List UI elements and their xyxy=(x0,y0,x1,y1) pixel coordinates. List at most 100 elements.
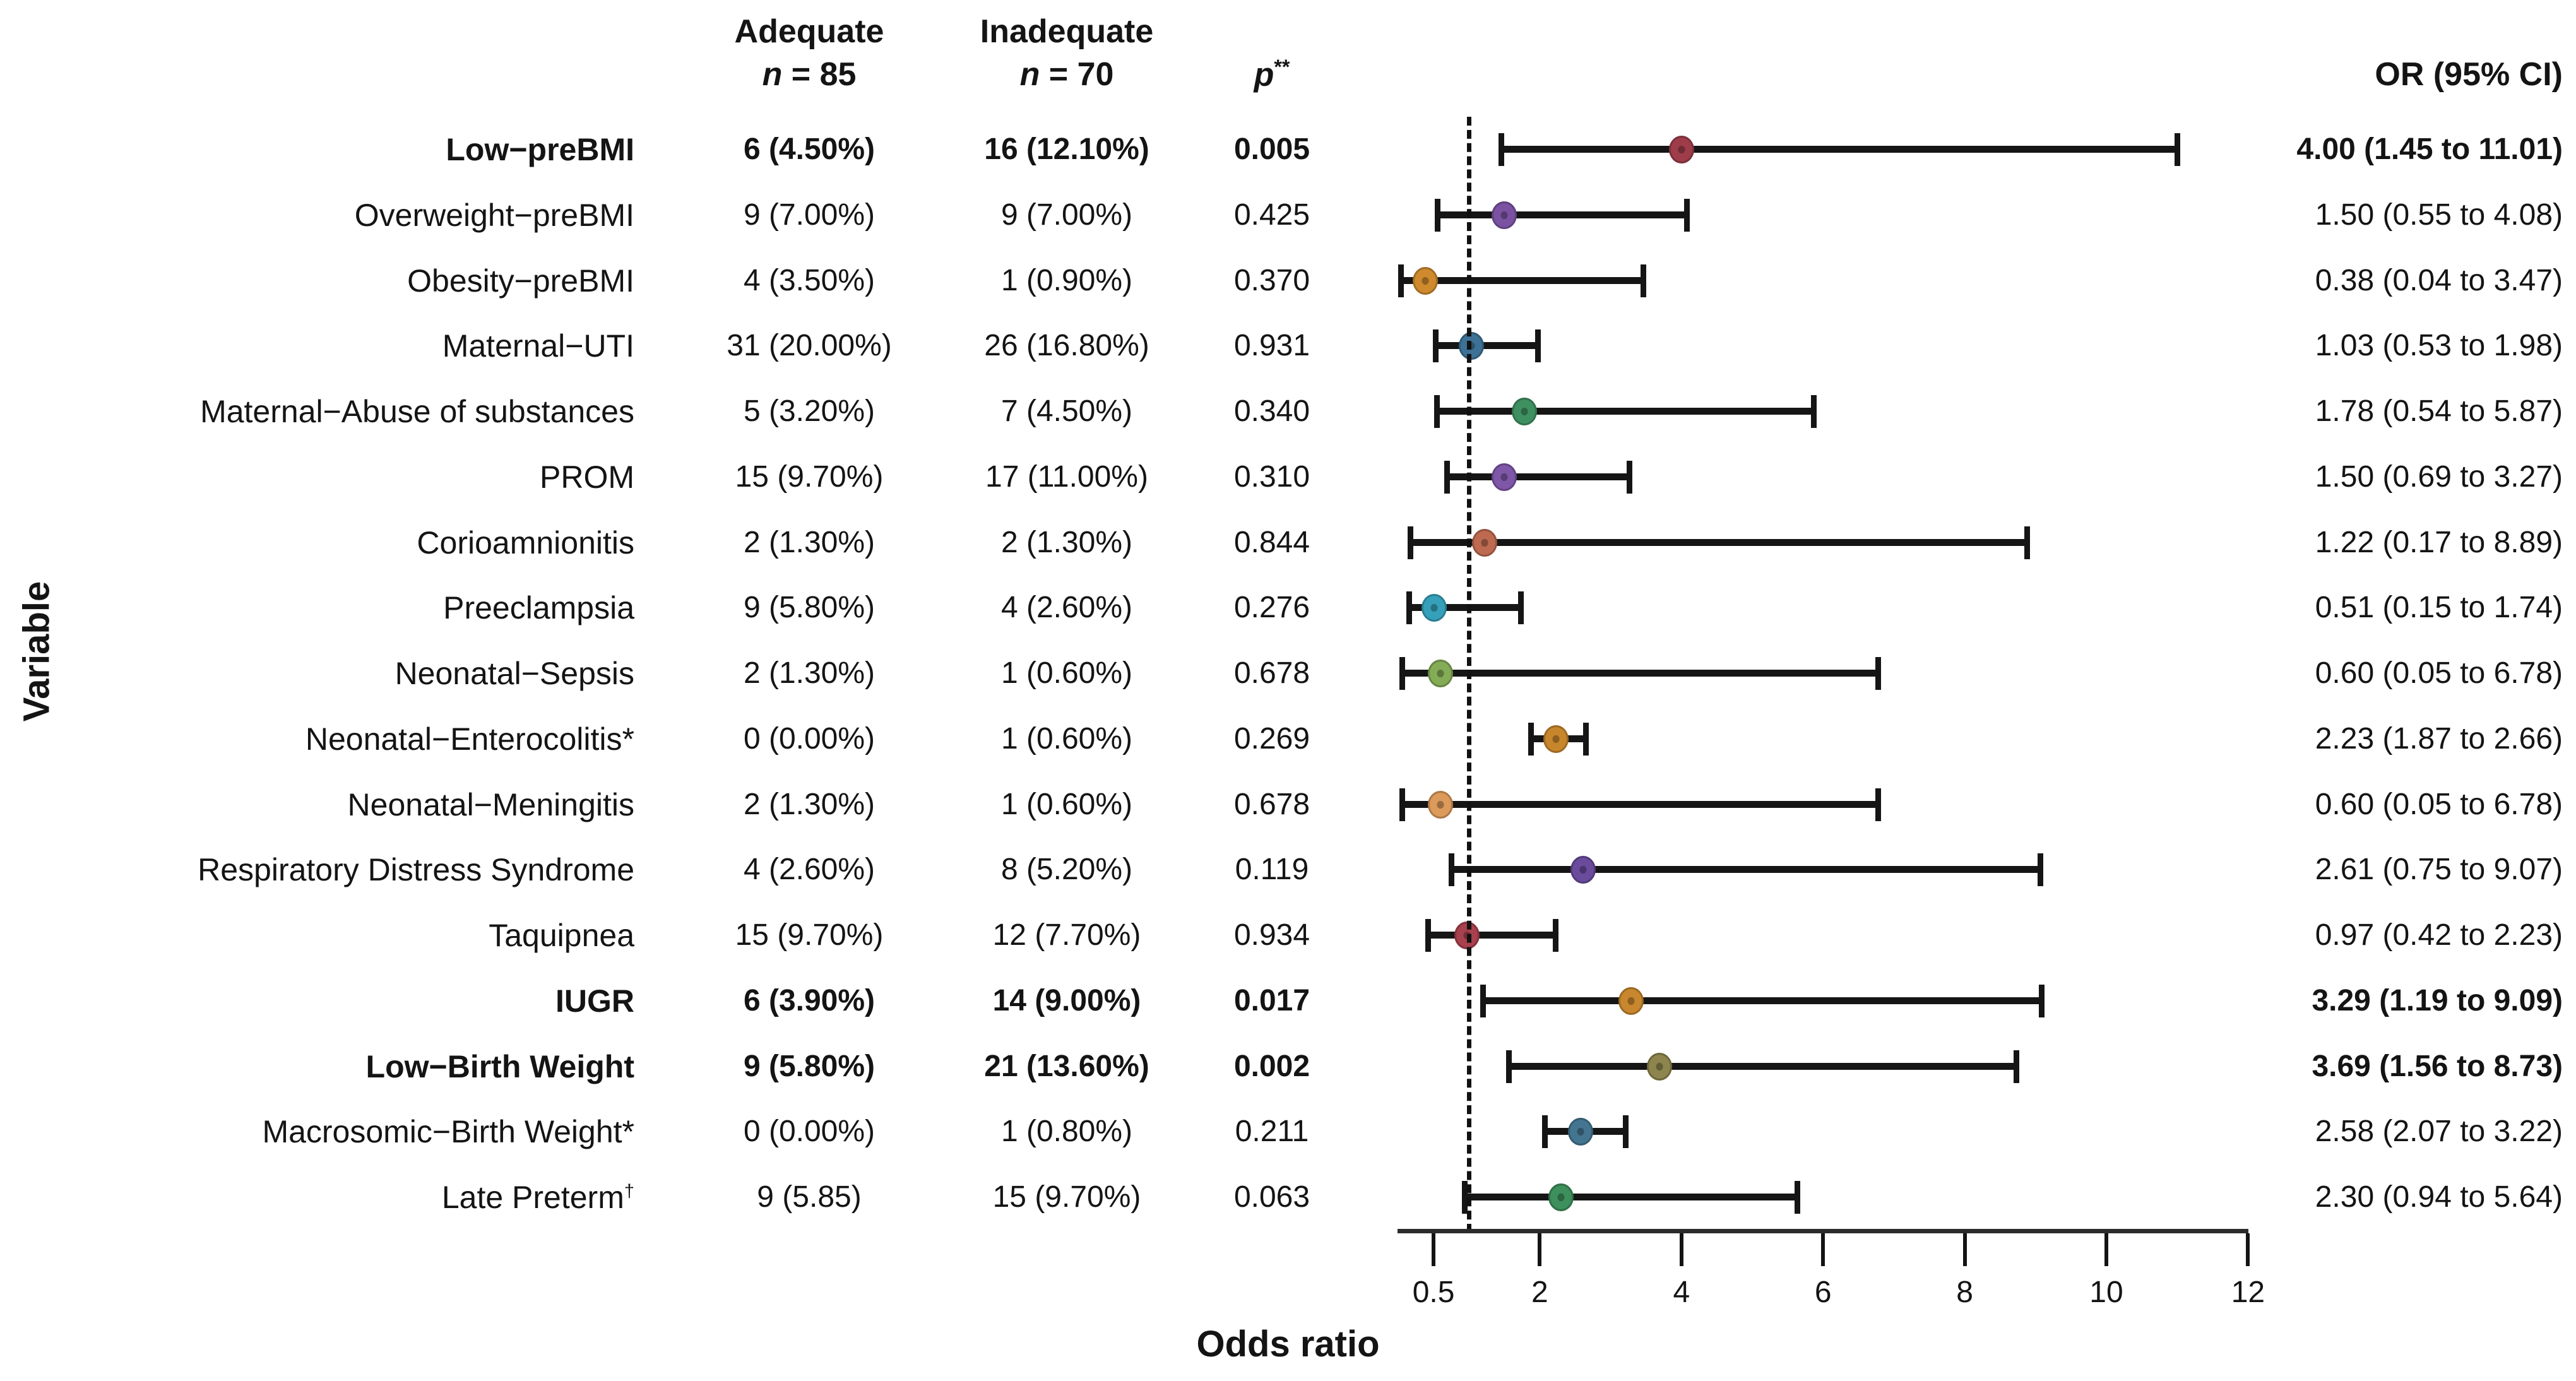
inadequate-count: 2 (1.30%) xyxy=(1000,525,1133,559)
inadequate-count: 26 (16.80%) xyxy=(984,329,1149,363)
inadequate-count: 4 (2.60%) xyxy=(1000,591,1133,625)
or-ci-text: 1.03 (0.53 to 1.98) xyxy=(2315,329,2563,363)
or-ci-text: 1.78 (0.54 to 5.87) xyxy=(2315,394,2563,428)
ci-cap-left-icon xyxy=(1444,460,1451,494)
p-value: 0.269 xyxy=(1233,721,1310,756)
table-row: PROM 15 (9.70%) 17 (11.00%) 0.310 1.50 (… xyxy=(0,444,2576,510)
adequate-count: 15 (9.70%) xyxy=(735,918,884,952)
column-header-p-value: p** xyxy=(1193,56,1351,93)
ci-bar xyxy=(1500,146,2178,153)
p-value: 0.005 xyxy=(1233,133,1310,166)
ci-plot-area xyxy=(1382,313,2260,379)
adequate-count: 2 (1.30%) xyxy=(743,787,875,821)
inadequate-count: 15 (9.70%) xyxy=(992,1180,1141,1214)
ci-cap-right-icon xyxy=(1875,788,1881,821)
variable-label: Low−preBMI xyxy=(446,132,634,167)
or-ci-text: 3.69 (1.56 to 8.73) xyxy=(2312,1049,2563,1083)
ci-plot-area xyxy=(1382,968,2260,1034)
variable-label-cell: Maternal−Abuse of substances xyxy=(63,379,634,444)
variable-label: PROM xyxy=(540,459,634,495)
or-point-marker xyxy=(1428,790,1454,819)
variable-label: Neonatal−Meningitis xyxy=(347,786,634,822)
p-header-label: p xyxy=(1254,56,1274,93)
inadequate-count: 1 (0.60%) xyxy=(1000,787,1133,821)
adequate-count: 2 (1.30%) xyxy=(743,656,875,690)
adequate-count: 2 (1.30%) xyxy=(743,525,875,559)
or-ci-text: 3.29 (1.19 to 9.09) xyxy=(2312,983,2563,1017)
variable-label-cell: Maternal−UTI xyxy=(63,313,634,379)
or-ci-text: 1.22 (0.17 to 8.89) xyxy=(2315,525,2563,559)
or-point-marker xyxy=(1492,463,1517,491)
ci-plot-area xyxy=(1382,1165,2260,1230)
x-axis-tick xyxy=(2104,1233,2108,1266)
or-point-marker xyxy=(1668,136,1694,163)
table-row: Low−preBMI 6 (4.50%) 16 (12.10%) 0.005 4… xyxy=(0,117,2576,182)
adequate-count: 9 (5.80%) xyxy=(743,1049,875,1083)
ci-plot-area xyxy=(1382,510,2260,576)
variable-label-cell: Low−preBMI xyxy=(63,117,634,182)
or-ci-text: 1.50 (0.55 to 4.08) xyxy=(2315,198,2563,232)
reference-line-or-1 xyxy=(1467,117,1471,1233)
ci-cap-left-icon xyxy=(1542,1115,1548,1149)
or-point-marker xyxy=(1422,594,1447,622)
inadequate-count: 12 (7.70%) xyxy=(992,918,1141,952)
p-value: 0.678 xyxy=(1233,787,1310,821)
inadequate-count: 16 (12.10%) xyxy=(984,133,1149,166)
ci-bar xyxy=(1428,932,1557,939)
p-value: 0.425 xyxy=(1233,198,1310,232)
x-axis-tick-label: 10 xyxy=(2089,1276,2123,1309)
ci-cap-right-icon xyxy=(1583,722,1589,756)
x-axis-tick-label: 12 xyxy=(2231,1276,2265,1309)
variable-label: Obesity−preBMI xyxy=(407,263,634,299)
ci-bar xyxy=(1408,604,1522,612)
adequate-count: 31 (20.00%) xyxy=(727,329,892,363)
ci-plot-area xyxy=(1382,248,2260,314)
ci-plot-area xyxy=(1382,1034,2260,1099)
ci-cap-right-icon xyxy=(1535,329,1541,363)
ci-plot-area xyxy=(1382,706,2260,772)
variable-label: Low−Birth Weight xyxy=(365,1048,634,1084)
ci-cap-left-icon xyxy=(1425,919,1432,952)
ci-cap-right-icon xyxy=(2024,526,2031,559)
table-row: Maternal−UTI 31 (20.00%) 26 (16.80%) 0.9… xyxy=(0,313,2576,379)
ci-plot-area xyxy=(1382,641,2260,706)
table-row: Corioamnionitis 2 (1.30%) 2 (1.30%) 0.84… xyxy=(0,510,2576,576)
inadequate-count: 21 (13.60%) xyxy=(984,1049,1149,1083)
x-axis-tick-label: 0.5 xyxy=(1412,1276,1455,1309)
or-point-marker xyxy=(1412,266,1438,295)
or-point-marker xyxy=(1568,1118,1594,1146)
variable-label-cell: Neonatal−Meningitis xyxy=(63,772,634,838)
variable-label: Overweight−preBMI xyxy=(354,197,634,233)
ci-cap-left-icon xyxy=(1433,329,1439,363)
x-axis-tick-label: 6 xyxy=(1814,1276,1832,1309)
ci-bar xyxy=(1437,211,1687,218)
x-axis-tick-label: 8 xyxy=(1956,1276,1973,1309)
inadequate-count: 1 (0.60%) xyxy=(1000,656,1133,690)
inadequate-count: 8 (5.20%) xyxy=(1000,853,1133,887)
adequate-count: 9 (7.00%) xyxy=(743,198,875,232)
or-ci-text: 2.30 (0.94 to 5.64) xyxy=(2315,1180,2563,1214)
ci-cap-right-icon xyxy=(2013,1050,2019,1083)
or-ci-text: 0.38 (0.04 to 3.47) xyxy=(2315,263,2563,297)
ci-cap-right-icon xyxy=(1683,198,1690,232)
adequate-count: 15 (9.70%) xyxy=(735,459,884,494)
x-axis-tick xyxy=(1962,1233,1967,1266)
p-value: 0.002 xyxy=(1233,1049,1310,1083)
table-row: Taquipnea 15 (9.70%) 12 (7.70%) 0.934 0.… xyxy=(0,903,2576,968)
variable-label-cell: Obesity−preBMI xyxy=(63,248,634,314)
ci-plot-area xyxy=(1382,575,2260,641)
x-axis-tick xyxy=(1432,1233,1436,1266)
variable-label-cell: Late Preterm† xyxy=(63,1165,634,1230)
ci-cap-left-icon xyxy=(1449,853,1455,887)
adequate-header-line1: Adequate xyxy=(734,13,884,50)
or-point-marker xyxy=(1647,1052,1673,1081)
p-value: 0.276 xyxy=(1233,591,1310,625)
table-row: Respiratory Distress Syndrome 4 (2.60%) … xyxy=(0,837,2576,903)
ci-cap-left-icon xyxy=(1398,264,1404,297)
ci-plot-area xyxy=(1382,837,2260,903)
or-point-marker xyxy=(1454,922,1480,949)
variable-label-cell: Overweight−preBMI xyxy=(63,182,634,248)
ci-bar xyxy=(1447,473,1630,480)
ci-plot-area xyxy=(1382,444,2260,510)
